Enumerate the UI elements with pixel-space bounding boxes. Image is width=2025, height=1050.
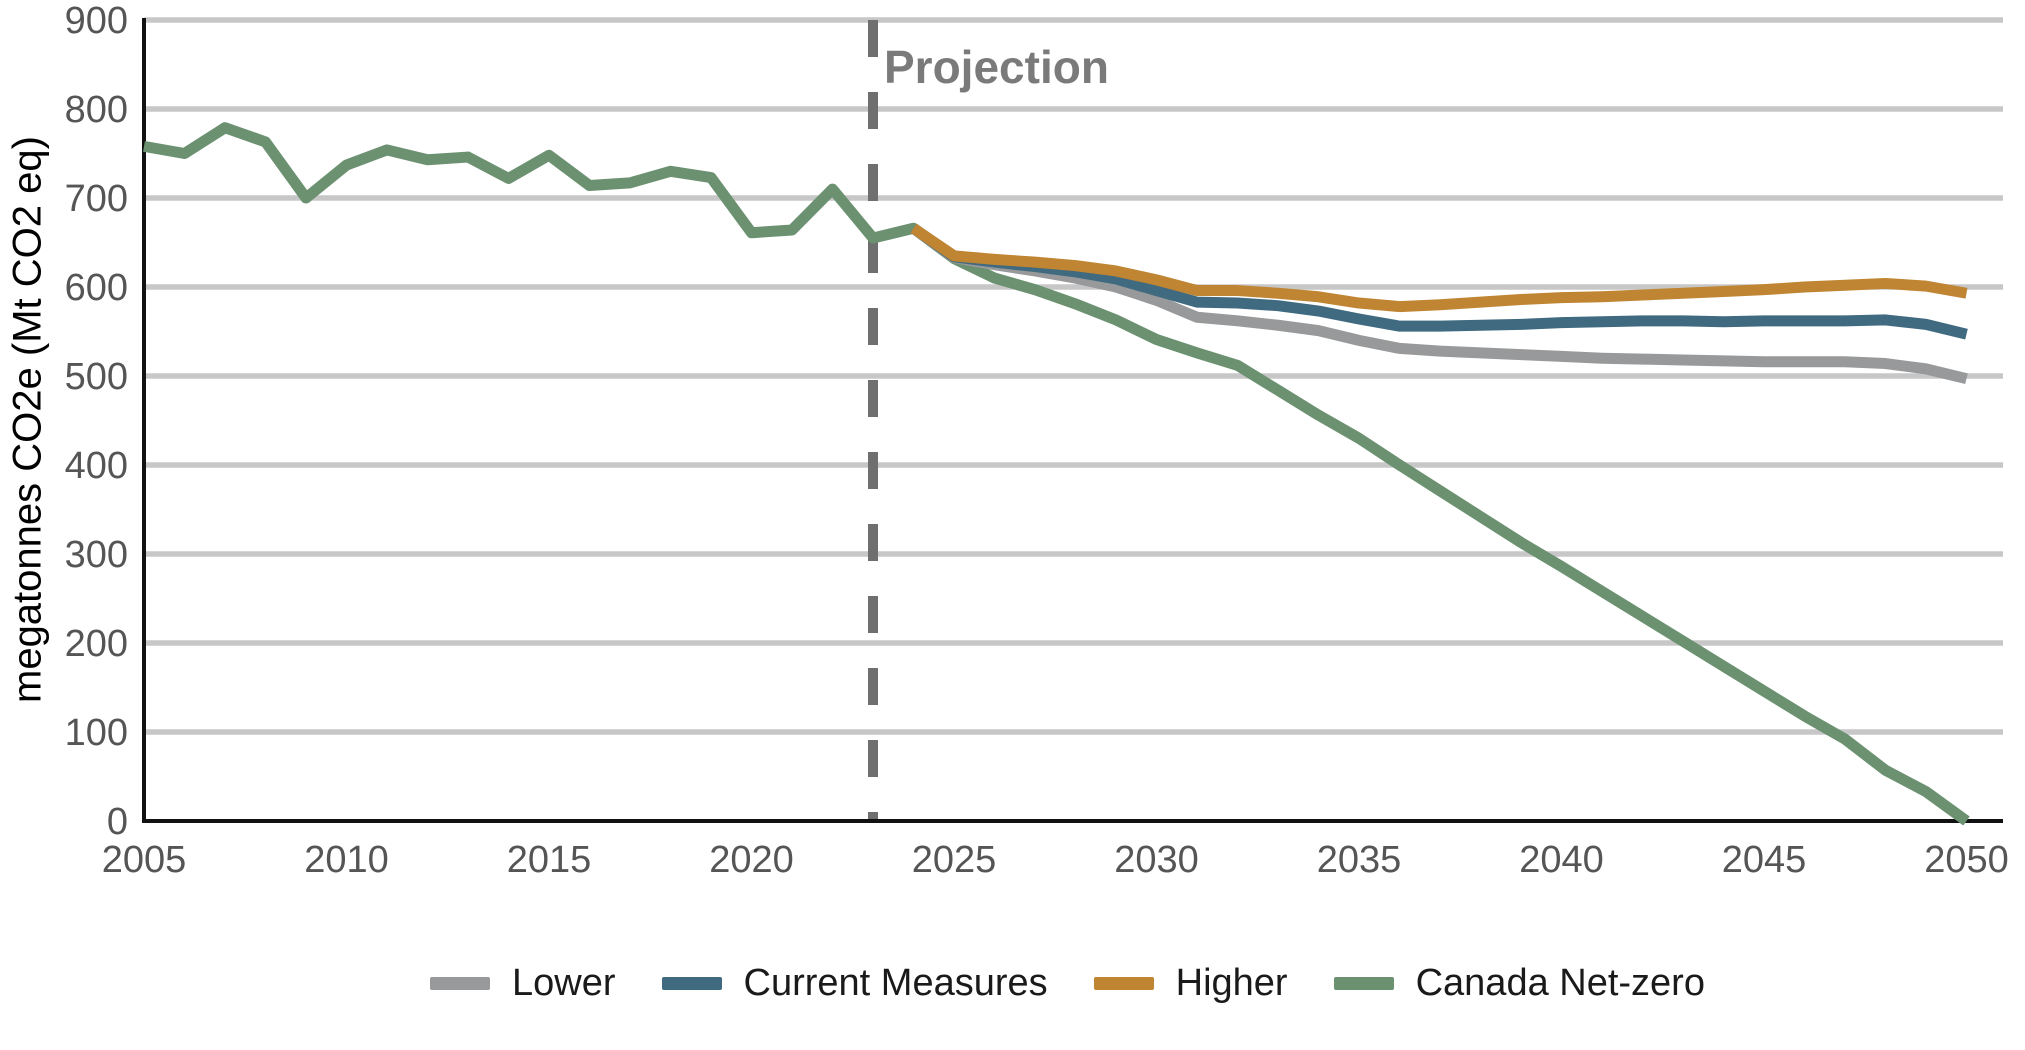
x-tick-label-2005: 2005 [102,839,187,881]
x-tick-label-2045: 2045 [1722,839,1807,881]
legend-item-higher: Higher [1093,962,1288,1005]
series-line-canada-net-zero [143,122,1970,826]
series-line-current-measures [910,223,1968,340]
x-tick-label-2030: 2030 [1114,839,1199,881]
y-tick-label-700: 700 [65,178,128,220]
y-tick-label-0: 0 [107,801,128,843]
legend-label-lower: Lower [512,962,616,1004]
legend-item-canada-net-zero: Canada Net-zero [1333,962,1705,1005]
x-tick-label-2020: 2020 [709,839,794,881]
x-tick-label-2050: 2050 [1924,839,2009,881]
y-tick-label-800: 800 [65,89,128,131]
y-tick-label-300: 300 [65,534,128,576]
chart-legend: Lower Current Measures Higher Canada Net-ze… [110,962,2025,1005]
x-tick-label-2010: 2010 [304,839,389,881]
legend-swatch-current-measures [661,977,722,990]
y-tick-label-500: 500 [65,356,128,398]
legend-swatch-canada-net-zero [1333,977,1394,990]
legend-label-canada-net-zero: Canada Net-zero [1415,962,1705,1004]
legend-label-current-measures: Current Measures [743,962,1048,1004]
x-tick-label-2025: 2025 [912,839,997,881]
y-tick-label-400: 400 [65,445,128,487]
y-tick-label-600: 600 [65,267,128,309]
legend-swatch-higher [1093,977,1154,990]
projection-annotation: Projection [884,41,1109,93]
series-line-higher [910,223,1968,313]
x-tick-label-2035: 2035 [1317,839,1402,881]
series-line-lower [910,223,1968,385]
y-axis-title: megatonnes CO2e (Mt CO2 eq) [5,136,50,704]
legend-item-lower: Lower [430,962,616,1005]
y-tick-label-100: 100 [65,712,128,754]
legend-swatch-lower [430,977,491,990]
x-tick-label-2040: 2040 [1519,839,1604,881]
x-tick-label-2015: 2015 [507,839,592,881]
y-tick-label-200: 200 [65,623,128,665]
legend-label-higher: Higher [1175,962,1288,1004]
y-tick-label-900: 900 [65,0,128,42]
legend-item-current-measures: Current Measures [661,962,1048,1005]
